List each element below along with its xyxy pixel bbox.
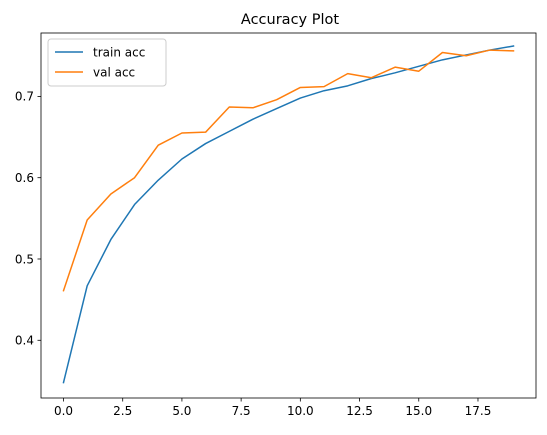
axes-frame <box>40 32 537 399</box>
x-tick-label: 0.0 <box>54 404 73 418</box>
chart-title: Accuracy Plot <box>241 12 339 28</box>
y-tick-label: 0.6 <box>15 171 34 185</box>
x-tick-label: 10.0 <box>287 404 314 418</box>
x-tick-label: 17.5 <box>465 404 492 418</box>
series-line-val-acc <box>62 49 515 292</box>
legend-box <box>47 38 167 87</box>
x-tick-label: 7.5 <box>232 404 251 418</box>
series-line-train-acc <box>62 45 515 384</box>
y-tick-label: 0.5 <box>15 252 34 266</box>
x-tick-label: 15.0 <box>405 404 432 418</box>
x-tick-label: 2.5 <box>113 404 132 418</box>
y-tick-label: 0.4 <box>15 334 34 348</box>
plot-area: 0.0 2.5 5.0 7.5 10.0 12.5 15.0 17.5 0.4 0.5 0.6 0.7… <box>15 32 537 418</box>
x-tick-label: 12.5 <box>346 404 373 418</box>
legend-label-val-acc: val acc <box>93 65 135 79</box>
y-tick-label: 0.7 <box>15 90 34 104</box>
legend-label-train-acc: train acc <box>93 45 145 59</box>
x-tick-label: 5.0 <box>172 404 191 418</box>
